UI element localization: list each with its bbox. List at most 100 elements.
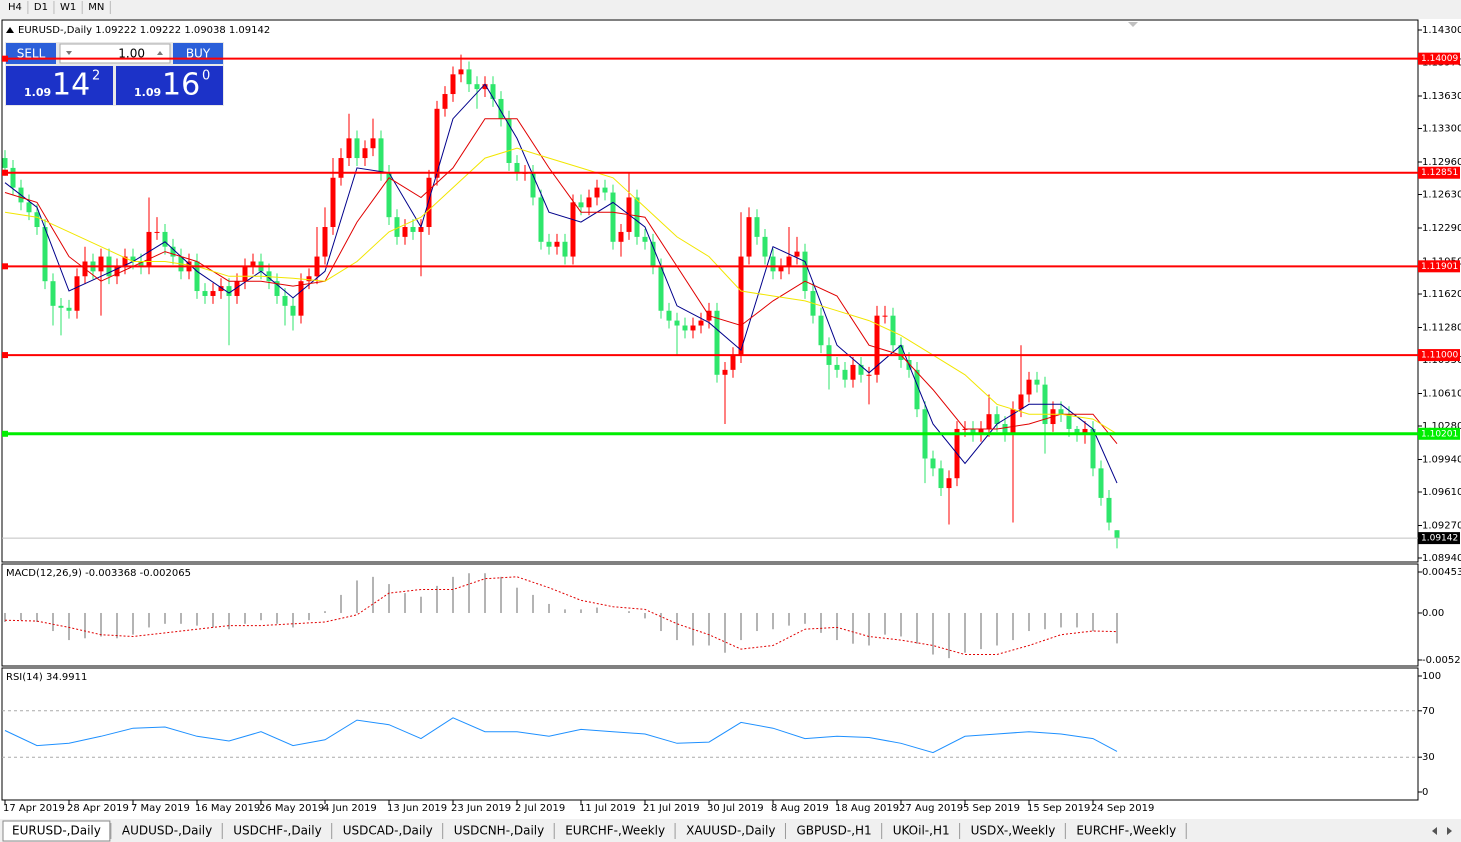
y-tick-label: 1.11620 [1422, 289, 1461, 300]
level-handle [2, 430, 8, 437]
candle-body [170, 246, 176, 257]
y-tick-label: 1.10610 [1422, 388, 1461, 399]
chart-tab-label[interactable]: UKOil-,H1 [893, 824, 950, 838]
buy-price-box[interactable] [116, 66, 223, 105]
chart-tab[interactable] [2, 820, 111, 842]
candle-body [194, 261, 200, 292]
symbol: EURUSD-,Daily [18, 25, 92, 36]
period-button[interactable]: MN [88, 2, 104, 13]
tab-bar [0, 819, 1461, 842]
chart-tab-label[interactable]: GBPUSD-,H1 [796, 824, 871, 838]
candle-body [370, 138, 376, 149]
high: 1.09222 [140, 25, 181, 36]
candle-body [418, 227, 424, 232]
candle-body [642, 236, 648, 242]
chart-tab-label[interactable]: USDCHF-,Daily [233, 824, 321, 838]
candle-body [130, 256, 136, 262]
candle-body [98, 256, 104, 272]
macd-title: MACD(12,26,9) [6, 568, 82, 579]
candle-body [1018, 394, 1024, 410]
candle-body [738, 256, 744, 356]
candle-body [490, 84, 496, 99]
buy-price-fraction: 0 [202, 69, 210, 84]
period-button[interactable]: D1 [34, 2, 48, 13]
candle-body [1090, 428, 1096, 469]
x-tick-label: 16 May 2019 [195, 803, 260, 814]
candle-body [778, 266, 784, 272]
rsi-panel [1, 667, 1419, 801]
level-box [1418, 427, 1460, 440]
candle-body [682, 325, 688, 331]
buy-price-big: 1.09 [134, 86, 161, 99]
candle-body [538, 197, 544, 242]
candle-body [1098, 468, 1104, 498]
candle-body [450, 74, 456, 95]
candle-body [34, 212, 40, 228]
candle-body [1106, 497, 1112, 523]
x-tick-label: 11 Jul 2019 [579, 803, 636, 814]
period-button[interactable]: H4 [8, 2, 22, 13]
chart-tab-label[interactable]: EURCHF-,Weekly [1076, 824, 1176, 838]
candle-body [866, 374, 872, 376]
candle-body [986, 414, 992, 429]
level-label: 1.11901 [1421, 262, 1458, 272]
candle-body [674, 320, 680, 326]
y-tick-label: 1.13630 [1422, 91, 1461, 102]
candle-body [506, 118, 512, 163]
lot-up[interactable] [157, 51, 163, 55]
sell-price-pips: 14 [52, 68, 90, 103]
x-tick-label: 26 May 2019 [259, 803, 324, 814]
macd-header: MACD(12,26,9) -0.003368 -0.002065 [6, 568, 191, 579]
candle-body [714, 310, 720, 375]
lot-down[interactable] [66, 51, 72, 55]
plot-layer [2, 54, 1418, 758]
chart-header: EURUSD-,Daily 1.09222 1.09222 1.09038 1.… [18, 25, 270, 36]
candle-body [618, 231, 624, 242]
signal-value: -0.002065 [140, 568, 191, 579]
tab-scroll[interactable] [1432, 827, 1452, 835]
level-label: 1.11000 [1421, 351, 1458, 361]
open: 1.09222 [95, 25, 136, 36]
lot-field[interactable] [59, 43, 171, 64]
level-box [1418, 52, 1460, 65]
chart-tab-label[interactable]: USDX-,Weekly [971, 824, 1056, 838]
candle-body [994, 414, 1000, 425]
chart-tab-label[interactable]: XAUUSD-,Daily [686, 824, 775, 838]
period-button[interactable]: W1 [60, 2, 76, 13]
candle-body [898, 345, 904, 360]
candle-body [338, 158, 344, 178]
chart-tab-label[interactable]: EURUSD-,Daily [12, 824, 101, 838]
candle-body [850, 364, 856, 380]
level-handle [2, 352, 8, 359]
candle-body [1010, 409, 1016, 434]
level-handle [2, 169, 8, 176]
chart-tab-label[interactable]: USDCNH-,Daily [454, 824, 545, 838]
x-tick-label: 8 Aug 2019 [771, 803, 829, 814]
chart-tab-label[interactable]: AUDUSD-,Daily [122, 824, 212, 838]
candle-body [74, 276, 80, 311]
candle-body [770, 256, 776, 272]
candle-body [298, 281, 304, 316]
candle-body [530, 172, 536, 198]
candle-body [42, 227, 48, 282]
candle-body [498, 98, 504, 119]
candle-body [802, 251, 808, 292]
candle-body [322, 227, 328, 257]
y-tick-label: 1.12960 [1422, 157, 1461, 168]
candle-body [818, 315, 824, 346]
level-box [1418, 349, 1460, 362]
candle-body [794, 251, 800, 257]
candle-body [570, 202, 576, 257]
candle-body [162, 231, 168, 247]
x-tick-label: 7 May 2019 [131, 803, 190, 814]
chart-tab-label[interactable]: EURCHF-,Weekly [565, 824, 665, 838]
candle-body [874, 315, 880, 375]
candle-body [250, 261, 256, 267]
macd-value: -0.003368 [85, 568, 136, 579]
candle-body [762, 236, 768, 257]
candle-body [434, 108, 440, 178]
chart-tab-label[interactable]: USDCAD-,Daily [343, 824, 433, 838]
sell-price-box[interactable] [6, 66, 113, 105]
x-tick-label: 28 Apr 2019 [67, 803, 129, 814]
candle-body [66, 307, 72, 311]
